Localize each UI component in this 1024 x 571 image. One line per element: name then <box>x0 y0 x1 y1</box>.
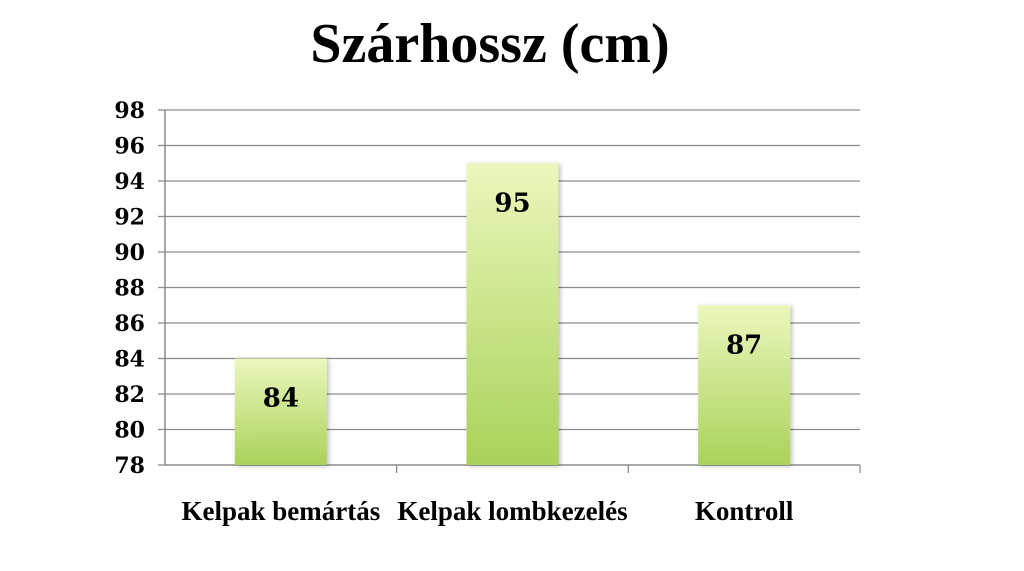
chart-title: Szárhossz (cm) <box>310 13 670 75</box>
bar <box>698 305 791 465</box>
y-tick-label: 98 <box>114 98 145 124</box>
data-label: 95 <box>494 188 530 218</box>
y-tick-label: 90 <box>114 240 145 266</box>
bars <box>234 163 791 465</box>
y-tick-label: 92 <box>114 205 145 231</box>
y-tick-label: 82 <box>114 382 145 408</box>
data-label: 87 <box>726 330 762 360</box>
x-tick-label: Kelpak lombkezelés <box>397 496 627 526</box>
bar <box>466 163 559 465</box>
y-tick-label: 86 <box>114 311 145 337</box>
x-tick-label: Kontroll <box>695 496 794 526</box>
labels: 84 Kelpak bemártás 95 Kelpak lombkezelés 87 K… <box>181 188 793 526</box>
y-tick-label: 94 <box>114 169 145 195</box>
x-tick-label: Kelpak bemártás <box>181 496 380 526</box>
y-tick-label: 80 <box>114 418 145 444</box>
y-tick-label: 78 <box>114 453 145 479</box>
y-tick-label: 88 <box>114 276 145 302</box>
y-tick-label: 84 <box>114 347 145 373</box>
bar <box>234 358 327 465</box>
axes: 78 80 82 84 86 88 90 92 94 96 98 <box>114 98 861 479</box>
y-tick-label: 96 <box>114 134 145 160</box>
data-label: 84 <box>263 384 299 414</box>
